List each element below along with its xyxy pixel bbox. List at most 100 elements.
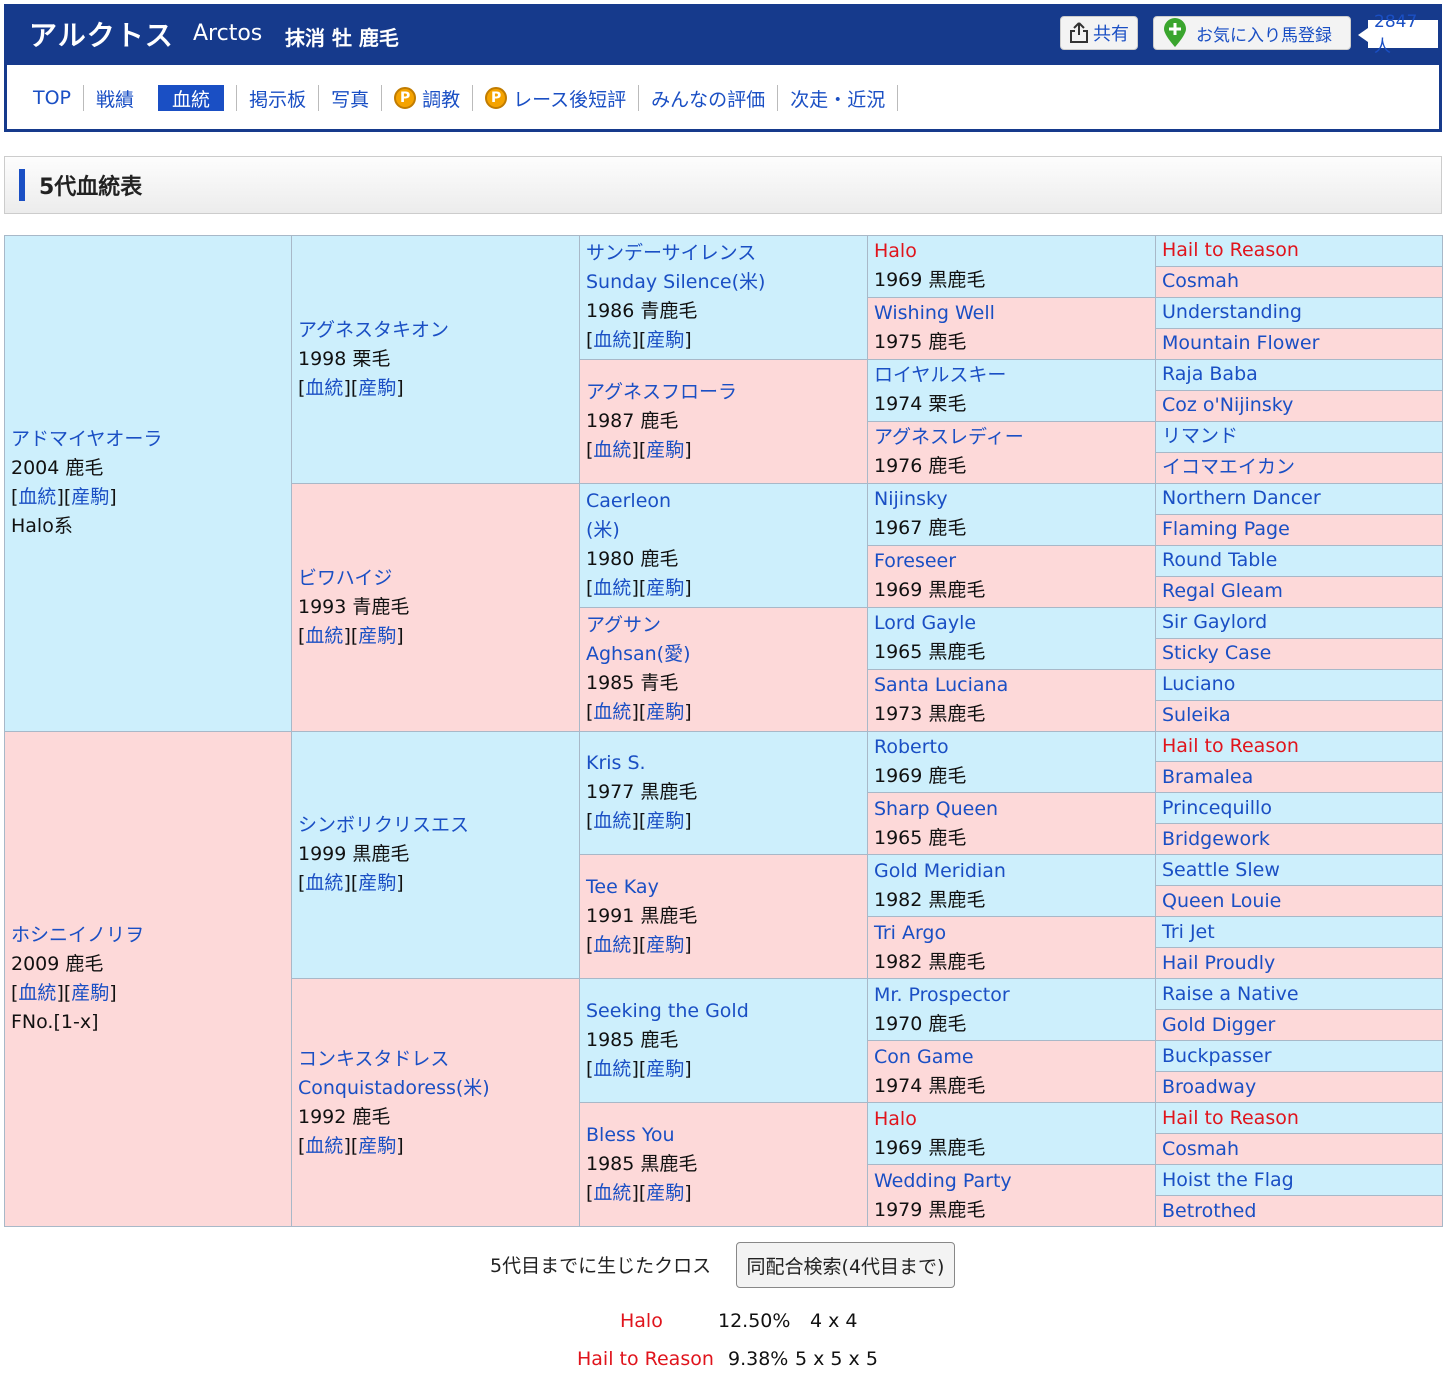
horse-link[interactable]: Princequillo — [1162, 796, 1272, 819]
horse-link[interactable]: Tri Jet — [1162, 920, 1215, 943]
horse-link[interactable]: Broadway — [1162, 1075, 1257, 1098]
pedigree-link[interactable]: 血統 — [18, 486, 57, 509]
horse-link[interactable]: Understanding — [1162, 301, 1302, 324]
horse-link[interactable]: Wishing Well — [874, 302, 995, 325]
favorite-button[interactable]: お気に入り馬登録 — [1153, 16, 1351, 50]
progeny-link[interactable]: 産駒 — [358, 1134, 397, 1157]
horse-link[interactable]: Betrothed — [1162, 1199, 1257, 1222]
horse-link[interactable]: Flaming Page — [1162, 518, 1290, 541]
horse-link[interactable]: アドマイヤオーラ — [11, 428, 163, 451]
horse-link[interactable]: Cosmah — [1162, 1137, 1239, 1160]
horse-link[interactable]: Mr. Prospector — [874, 983, 1010, 1006]
horse-link[interactable]: Caerleon — [586, 490, 672, 513]
horse-link[interactable]: ビワハイジ — [298, 566, 393, 589]
horse-link[interactable]: Roberto — [874, 735, 949, 758]
horse-link[interactable]: Hail to Reason — [1162, 239, 1299, 262]
horse-link[interactable]: Foreseer — [874, 550, 957, 573]
horse-link[interactable]: Regal Gleam — [1162, 580, 1283, 603]
horse-link[interactable]: Tee Kay — [586, 876, 659, 899]
horse-link[interactable]: Bramalea — [1162, 765, 1254, 788]
horse-link[interactable]: Santa Luciana — [874, 674, 1009, 697]
pedigree-link[interactable]: 血統 — [593, 1058, 632, 1081]
horse-link[interactable]: Hail to Reason — [1162, 734, 1299, 757]
horse-link[interactable]: アグネスレディー — [874, 426, 1024, 449]
horse-link[interactable]: Sharp Queen — [874, 797, 999, 820]
horse-link[interactable]: Gold Meridian — [874, 859, 1006, 882]
cross-name-link[interactable]: Hail to Reason — [577, 1348, 714, 1370]
progeny-link[interactable]: 産駒 — [358, 376, 397, 399]
progeny-link[interactable]: 産駒 — [646, 329, 685, 352]
horse-link[interactable]: リマンド — [1162, 425, 1239, 448]
cross-name[interactable]: Hail to Reason — [577, 1346, 714, 1372]
horse-link[interactable]: Raja Baba — [1162, 363, 1258, 386]
horse-link[interactable]: Buckpasser — [1162, 1044, 1272, 1067]
horse-link[interactable]: ロイヤルスキー — [874, 364, 1007, 387]
horse-link[interactable]: ホシニイノリヲ — [11, 923, 145, 946]
horse-link[interactable]: アグサン — [586, 614, 662, 637]
horse-link[interactable]: Aghsan(愛) — [586, 643, 691, 666]
horse-link[interactable]: Raise a Native — [1162, 982, 1299, 1005]
progeny-link[interactable]: 産駒 — [358, 624, 397, 647]
pedigree-link[interactable]: 血統 — [593, 1182, 632, 1205]
progeny-link[interactable]: 産駒 — [71, 981, 110, 1004]
horse-link[interactable]: Sunday Silence(米) — [586, 271, 766, 294]
nav-item[interactable]: みんなの評価 — [639, 85, 779, 111]
horse-link[interactable]: Halo — [874, 240, 917, 263]
nav-item[interactable]: 次走・近況 — [778, 85, 899, 111]
pedigree-link[interactable]: 血統 — [305, 1134, 344, 1157]
horse-link[interactable]: Sir Gaylord — [1162, 611, 1268, 634]
horse-link[interactable]: Bridgework — [1162, 827, 1270, 850]
horse-link[interactable]: Sticky Case — [1162, 642, 1272, 665]
progeny-link[interactable]: 産駒 — [646, 577, 685, 600]
pedigree-link[interactable]: 血統 — [593, 810, 632, 833]
horse-link[interactable]: Cosmah — [1162, 270, 1239, 293]
horse-link[interactable]: アグネスフローラ — [586, 380, 738, 403]
pedigree-link[interactable]: 血統 — [305, 376, 344, 399]
horse-link[interactable]: Wedding Party — [874, 1169, 1012, 1192]
cross-name[interactable]: Halo — [620, 1308, 663, 1334]
pedigree-link[interactable]: 血統 — [18, 981, 57, 1004]
horse-link[interactable]: Hail Proudly — [1162, 951, 1276, 974]
horse-link[interactable]: シンボリクリスエス — [298, 814, 470, 837]
pedigree-link[interactable]: 血統 — [593, 577, 632, 600]
horse-link[interactable]: Seeking the Gold — [586, 1000, 749, 1023]
pedigree-link[interactable]: 血統 — [305, 872, 344, 895]
nav-item[interactable]: TOP — [21, 85, 85, 111]
horse-link[interactable]: Coz o'Nijinsky — [1162, 394, 1294, 417]
horse-link[interactable]: Suleika — [1162, 704, 1231, 727]
nav-item[interactable]: 写真 — [319, 85, 383, 111]
progeny-link[interactable]: 産駒 — [646, 701, 685, 724]
progeny-link[interactable]: 産駒 — [646, 438, 685, 461]
share-button[interactable]: 共有 — [1060, 16, 1138, 50]
horse-link[interactable]: Queen Louie — [1162, 889, 1282, 912]
nav-item[interactable]: 掲示板 — [237, 85, 320, 111]
same-breeding-search-button[interactable]: 同配合検索(4代目まで) — [736, 1242, 955, 1288]
pedigree-link[interactable]: 血統 — [593, 438, 632, 461]
horse-link[interactable]: Hoist the Flag — [1162, 1168, 1294, 1191]
progeny-link[interactable]: 産駒 — [646, 1182, 685, 1205]
horse-link[interactable]: Mountain Flower — [1162, 332, 1320, 355]
horse-link[interactable]: Seattle Slew — [1162, 858, 1280, 881]
nav-item[interactable]: 血統 — [158, 85, 225, 111]
pedigree-link[interactable]: 血統 — [593, 329, 632, 352]
nav-item[interactable]: 戦績 — [84, 85, 146, 111]
pedigree-link[interactable]: 血統 — [305, 624, 344, 647]
horse-link[interactable]: Nijinsky — [874, 488, 948, 511]
horse-link[interactable]: イコマエイカン — [1162, 456, 1296, 479]
horse-link[interactable]: Round Table — [1162, 549, 1278, 572]
cross-name-link[interactable]: Halo — [620, 1310, 663, 1332]
horse-link[interactable]: Conquistadoress(米) — [298, 1076, 490, 1099]
horse-link[interactable]: Northern Dancer — [1162, 487, 1321, 510]
progeny-link[interactable]: 産駒 — [646, 934, 685, 957]
horse-link[interactable]: Gold Digger — [1162, 1013, 1276, 1036]
progeny-link[interactable]: 産駒 — [646, 1058, 685, 1081]
horse-link[interactable]: サンデーサイレンス — [586, 242, 757, 265]
horse-link[interactable]: Con Game — [874, 1045, 974, 1068]
horse-link[interactable]: Tri Argo — [874, 921, 947, 944]
horse-link[interactable]: アグネスタキオン — [298, 318, 450, 341]
horse-link[interactable]: Luciano — [1162, 673, 1236, 696]
horse-link[interactable]: コンキスタドレス — [298, 1047, 450, 1070]
pedigree-link[interactable]: 血統 — [593, 934, 632, 957]
progeny-link[interactable]: 産駒 — [71, 486, 110, 509]
nav-item[interactable]: P 調教 — [382, 85, 474, 111]
